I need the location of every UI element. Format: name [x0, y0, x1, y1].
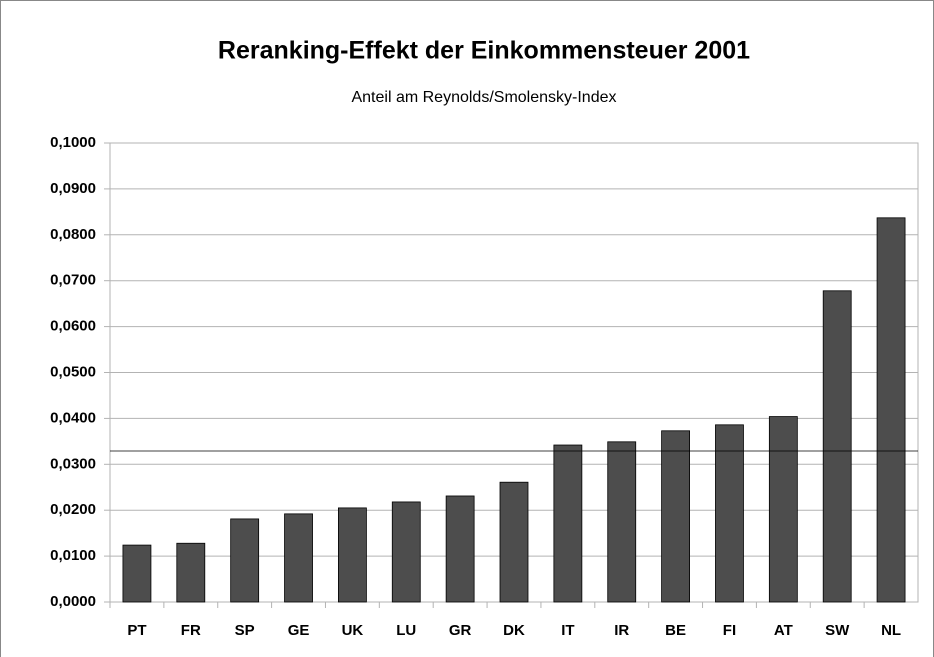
y-tick-label: 0,0400 — [50, 409, 96, 426]
x-tick-label: GE — [288, 622, 310, 639]
bar — [822, 290, 852, 603]
y-tick-label: 0,0500 — [50, 363, 96, 380]
chart-title: Reranking-Effekt der Einkommensteuer 200… — [218, 37, 750, 65]
bar — [876, 217, 906, 603]
y-tick-label: 0,1000 — [50, 134, 96, 151]
y-tick-label: 0,0300 — [50, 455, 96, 472]
bar — [553, 444, 583, 603]
bar — [230, 518, 260, 603]
bar — [715, 424, 744, 603]
bar — [176, 542, 206, 603]
x-tick-label: BE — [665, 622, 686, 639]
y-tick-label: 0,0700 — [50, 272, 96, 289]
bar — [445, 495, 475, 603]
chart-subtitle: Anteil am Reynolds/Smolensky-Index — [351, 89, 616, 106]
bar — [284, 513, 313, 603]
bar — [391, 501, 421, 603]
x-tick-label: PT — [127, 622, 146, 639]
x-tick-label: SP — [235, 622, 255, 639]
x-tick-label: LU — [396, 622, 416, 639]
x-tick-label: GR — [449, 622, 472, 639]
x-tick-label: SW — [825, 622, 850, 639]
x-tick-label: IT — [561, 622, 574, 639]
y-tick-label: 0,0600 — [50, 318, 96, 335]
x-tick-label: IR — [614, 622, 629, 639]
bar — [499, 481, 529, 603]
x-tick-label: FI — [723, 622, 736, 639]
bar — [661, 430, 690, 603]
bar — [337, 507, 367, 603]
x-tick-label: FR — [181, 622, 201, 639]
bar — [607, 441, 637, 603]
y-tick-label: 0,0000 — [50, 593, 96, 610]
bar — [122, 544, 152, 603]
x-tick-label: DK — [503, 622, 525, 639]
bar — [768, 416, 798, 603]
x-tick-label: NL — [881, 622, 901, 639]
x-tick-label: AT — [774, 622, 793, 639]
y-tick-label: 0,0200 — [50, 501, 96, 518]
y-tick-label: 0,0900 — [50, 180, 96, 197]
x-tick-label: UK — [342, 622, 364, 639]
y-tick-label: 0,0800 — [50, 226, 96, 243]
y-tick-label: 0,0100 — [50, 547, 96, 564]
